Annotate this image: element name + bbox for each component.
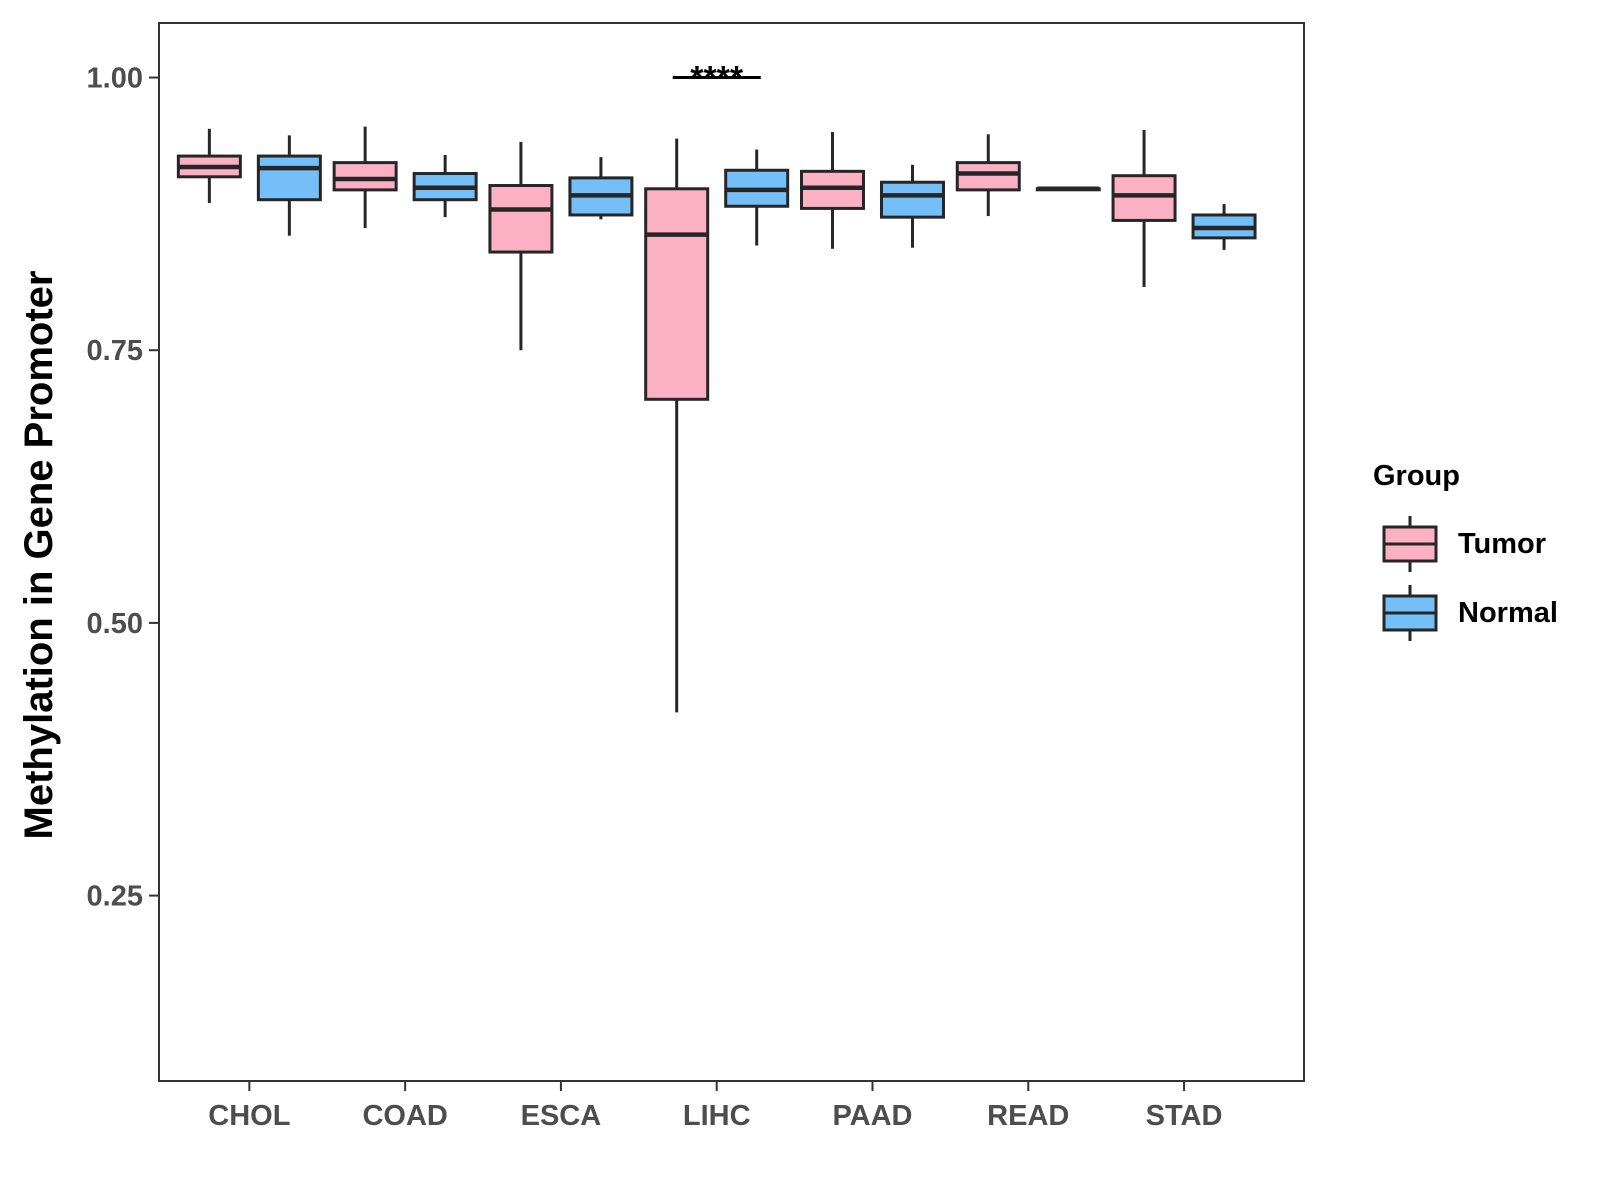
x-tick-label: LIHC	[683, 1100, 751, 1132]
legend-key-tumor	[1382, 516, 1438, 572]
significance-label: ****	[690, 60, 744, 98]
box-normal-esca	[568, 157, 634, 220]
box-series	[176, 126, 1257, 713]
box-normal-paad	[879, 164, 945, 248]
y-tick-label: 0.25	[87, 881, 143, 913]
box-tumor-paad	[799, 132, 865, 249]
x-tick-label: PAAD	[832, 1100, 912, 1132]
box-body	[256, 154, 322, 202]
box-normal-chol	[256, 135, 322, 236]
box-normal-read	[1035, 186, 1101, 192]
box-tumor-coad	[332, 126, 398, 229]
x-tick-label: STAD	[1146, 1100, 1223, 1132]
x-tick-label: READ	[987, 1100, 1069, 1132]
legend-label-normal: Normal	[1458, 597, 1558, 629]
box-body	[488, 184, 554, 254]
legend-label-tumor: Tumor	[1458, 528, 1546, 560]
box-body	[879, 180, 945, 219]
x-tick-label: ESCA	[521, 1100, 602, 1132]
legend-key-normal	[1382, 585, 1438, 641]
legend: Group Tumor Normal	[1373, 460, 1558, 641]
y-tick-label: 0.75	[87, 335, 143, 367]
box-normal-lihc	[724, 149, 790, 246]
box-body	[332, 161, 398, 192]
x-axis: CHOL COAD ESCA LIHC PAAD READ STAD	[208, 1081, 1222, 1132]
box-body	[644, 187, 710, 401]
box-tumor-lihc	[644, 138, 710, 713]
legend-title: Group	[1373, 460, 1460, 492]
box-normal-stad	[1191, 204, 1257, 250]
box-body	[955, 161, 1021, 192]
x-tick-label: CHOL	[208, 1100, 290, 1132]
y-tick-label: 0.50	[87, 608, 143, 640]
box-tumor-esca	[488, 141, 554, 351]
box-normal-coad	[412, 154, 478, 218]
box-body	[1111, 174, 1177, 222]
legend-keys	[1382, 516, 1438, 641]
y-axis-title: Methylation in Gene Promoter	[17, 271, 61, 840]
plot-panel-border	[158, 22, 1305, 1082]
box-tumor-read	[955, 134, 1021, 217]
y-axis: 0.25 0.50 0.75 1.00	[87, 63, 159, 913]
box-tumor-stad	[1111, 129, 1177, 287]
x-tick-label: COAD	[362, 1100, 447, 1132]
y-tick-label: 1.00	[87, 63, 143, 95]
significance-annotations: ****	[672, 60, 761, 98]
box-tumor-chol	[176, 128, 242, 203]
